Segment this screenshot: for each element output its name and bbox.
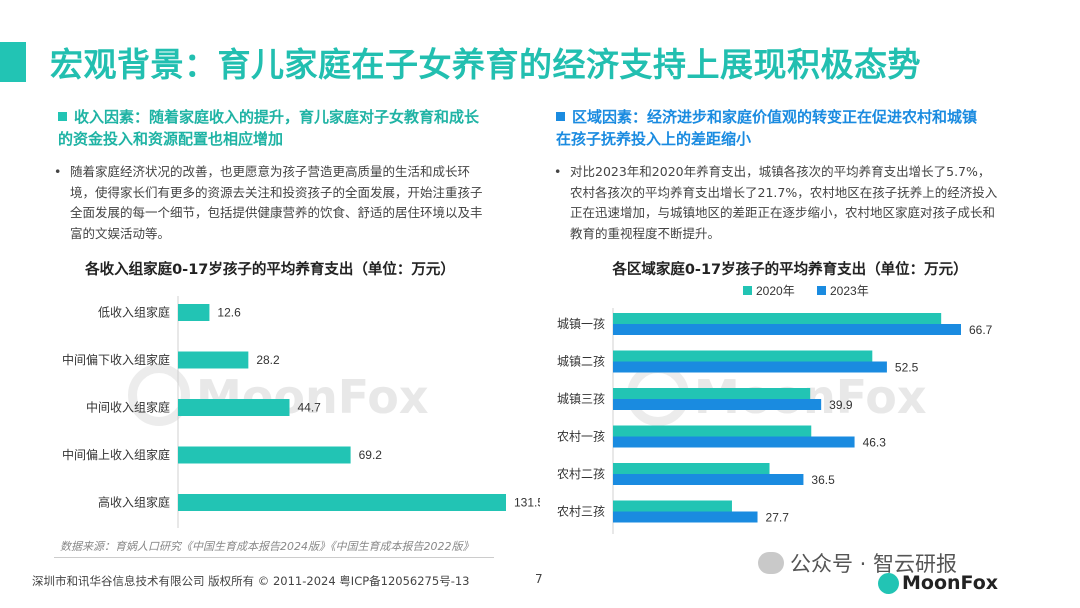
bar bbox=[178, 494, 506, 511]
bar bbox=[613, 324, 961, 335]
bar bbox=[613, 436, 855, 448]
legend-swatch bbox=[817, 286, 826, 295]
right-bullet-text: 对比2023年和2020年养育支出，城镇各孩次的平均养育支出增长了5.7%，农村… bbox=[570, 164, 998, 241]
category-label: 城镇一孩 bbox=[557, 317, 605, 331]
category-label: 高收入组家庭 bbox=[98, 495, 170, 510]
bar bbox=[613, 500, 732, 512]
legend-label: 2020年 bbox=[756, 284, 795, 298]
footer-copyright: 深圳市和讯华谷信息技术有限公司 版权所有 © 2011-2024 粤ICP备12… bbox=[32, 574, 470, 588]
left-heading: 收入因素：随着家庭收入的提升，育儿家庭对子女教育和成长 的资金投入和资源配置也相… bbox=[58, 106, 538, 150]
bar bbox=[613, 388, 811, 399]
category-label: 城镇二孩 bbox=[557, 355, 605, 369]
value-label: 12.6 bbox=[217, 306, 241, 320]
right-heading-line2: 在孩子抚养投入上的差距缩小 bbox=[556, 130, 752, 148]
income-chart-title: 各收入组家庭0-17岁孩子的平均养育支出（单位：万元） bbox=[85, 262, 455, 278]
category-label: 农村二孩 bbox=[557, 467, 605, 481]
teal-square-icon bbox=[58, 112, 67, 121]
category-label: 中间偏下收入组家庭 bbox=[62, 352, 170, 367]
category-label: 城镇三孩 bbox=[557, 392, 605, 406]
legend-swatch bbox=[743, 286, 752, 295]
bar bbox=[178, 304, 210, 321]
category-label: 中间偏上收入组家庭 bbox=[62, 447, 170, 462]
bar bbox=[613, 425, 812, 437]
bar bbox=[613, 350, 873, 362]
category-label: 中间收入组家庭 bbox=[86, 400, 170, 415]
right-heading-line1: 区域因素：经济进步和家庭价值观的转变正在促进农村和城镇 bbox=[572, 108, 978, 126]
value-label: 46.3 bbox=[863, 436, 887, 450]
moonfox-logo-icon bbox=[878, 573, 899, 594]
wechat-icon bbox=[758, 552, 784, 574]
left-heading-line2: 的资金投入和资源配置也相应增加 bbox=[58, 130, 284, 148]
left-bullet-text: 随着家庭经济状况的改善，也更愿意为孩子营造更高质量的生活和成长环境，使得家长们有… bbox=[70, 164, 483, 241]
value-label: 131.5 bbox=[514, 496, 540, 510]
category-label: 低收入组家庭 bbox=[98, 305, 170, 320]
bar bbox=[178, 399, 290, 416]
category-label: 农村三孩 bbox=[557, 505, 605, 519]
right-bullet: • 对比2023年和2020年养育支出，城镇各孩次的平均养育支出增长了5.7%，… bbox=[554, 162, 1002, 244]
title-accent-bar bbox=[0, 42, 26, 82]
bar bbox=[613, 463, 770, 474]
bullet-dot: • bbox=[54, 164, 62, 179]
income-bar-chart: 低收入组家庭 12.6 中间偏下收入组家庭 28.2 中间收入组家庭 44.7 中间偏上收入… bbox=[62, 296, 540, 528]
wechat-label: 公众号 · 智云研报 bbox=[790, 552, 958, 576]
value-label: 27.7 bbox=[766, 511, 790, 525]
value-label: 39.9 bbox=[829, 398, 853, 412]
bar bbox=[613, 511, 758, 523]
legend-label: 2023年 bbox=[830, 284, 869, 298]
region-chart-title: 各区域家庭0-17岁孩子的平均养育支出（单位：万元） bbox=[612, 262, 968, 278]
brand-name: MoonFox bbox=[902, 572, 999, 594]
value-label: 36.5 bbox=[811, 473, 835, 487]
value-label: 44.7 bbox=[297, 401, 321, 415]
bar bbox=[613, 474, 804, 485]
category-label: 农村一孩 bbox=[557, 430, 605, 444]
right-heading: 区域因素：经济进步和家庭价值观的转变正在促进农村和城镇 在孩子抚养投入上的差距缩… bbox=[556, 106, 1036, 150]
value-label: 66.7 bbox=[969, 323, 993, 337]
footer-divider bbox=[54, 557, 494, 558]
data-source: 数据来源：育娲人口研究《中国生育成本报告2024版》《中国生育成本报告2022版… bbox=[60, 540, 474, 553]
value-label: 69.2 bbox=[359, 448, 383, 462]
bar bbox=[613, 361, 887, 373]
bullet-dot: • bbox=[554, 164, 562, 179]
left-bullet: • 随着家庭经济状况的改善，也更愿意为孩子营造更高质量的生活和成长环境，使得家长… bbox=[54, 162, 494, 244]
value-label: 28.2 bbox=[256, 353, 280, 367]
page-number: 7 bbox=[535, 572, 543, 586]
blue-square-icon bbox=[556, 112, 565, 121]
bar bbox=[613, 313, 942, 324]
left-heading-line1: 收入因素：随着家庭收入的提升，育儿家庭对子女教育和成长 bbox=[74, 108, 480, 126]
value-label: 52.5 bbox=[895, 361, 919, 375]
bar bbox=[613, 399, 822, 410]
page-title: 宏观背景：育儿家庭在子女养育的经济支持上展现积极态势 bbox=[50, 45, 921, 84]
bar bbox=[178, 351, 249, 369]
bar bbox=[178, 446, 351, 464]
